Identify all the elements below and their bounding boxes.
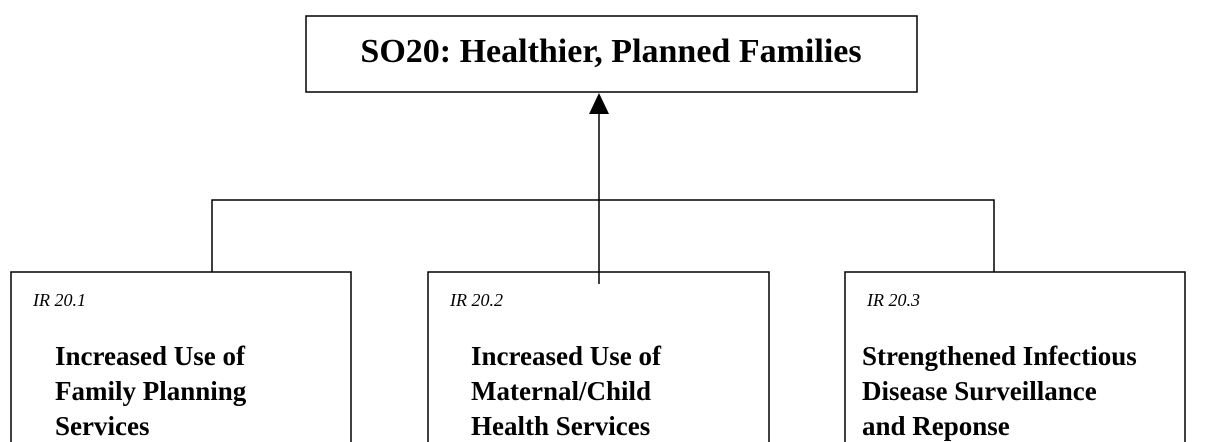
node-label: Family Planning [55, 376, 247, 406]
node-code: IR 20.1 [32, 290, 86, 310]
node-label: Increased Use of [55, 341, 246, 371]
node-box [844, 271, 1186, 442]
node-label: and Reponse [862, 411, 1010, 441]
root-label: SO20: Healthier, Planned Families [360, 33, 861, 70]
node-label: Maternal/Child [471, 376, 651, 406]
node-label: Disease Surveillance [862, 376, 1097, 406]
root-box [305, 15, 918, 93]
node-box [427, 271, 770, 442]
arrow-head [589, 93, 609, 114]
node-label: Increased Use of [471, 341, 662, 371]
node-code: IR 20.2 [449, 290, 503, 310]
node-box [10, 271, 352, 442]
node-label: Services [55, 411, 149, 441]
node-texts: IR 20.1 Increased Use of Family Planning Se… [32, 290, 1137, 441]
node-label: Health Services [471, 411, 650, 441]
node-label: Strengthened Infectious [862, 341, 1137, 371]
connector [211, 199, 995, 272]
node-code: IR 20.3 [866, 290, 920, 310]
